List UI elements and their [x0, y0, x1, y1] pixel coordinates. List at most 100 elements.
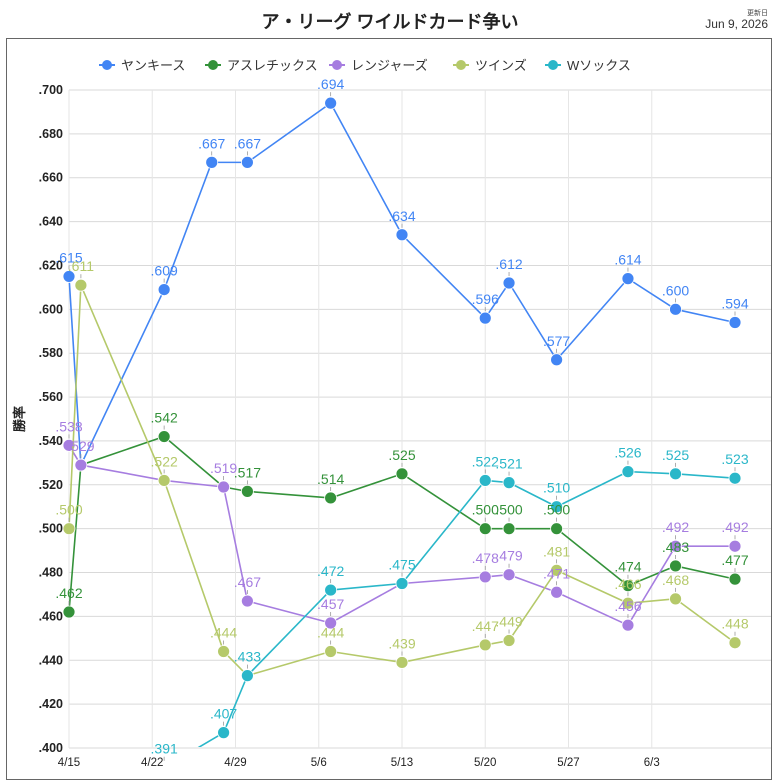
data-point [502, 568, 516, 582]
data-point [621, 465, 635, 479]
series-line [197, 470, 736, 747]
data-label: .444 [210, 624, 237, 640]
data-label: .462 [55, 585, 82, 601]
data-point [621, 618, 635, 632]
y-tick-label: .680 [39, 127, 63, 141]
data-label: .694 [317, 76, 344, 92]
data-label: .521 [495, 456, 522, 472]
data-label: .615 [55, 249, 82, 265]
data-label: .523 [721, 451, 748, 467]
data-label: .481 [543, 543, 570, 559]
data-point [669, 467, 682, 481]
y-tick-label: .600 [39, 302, 63, 316]
line-chart: .400 .420 .440 .460 .480 .500 .520 .540 .560 .580… [12, 58, 771, 769]
data-point [728, 636, 742, 650]
data-point [669, 539, 682, 553]
data-label: .472 [317, 563, 344, 579]
data-label: .517 [234, 464, 261, 480]
data-label: .634 [388, 208, 415, 224]
y-tick-label: .440 [39, 653, 63, 667]
legend-marker [332, 60, 342, 70]
legend-label: Wソックス [567, 58, 631, 73]
data-point [157, 430, 171, 443]
data-label: .525 [388, 447, 415, 463]
data-point [478, 570, 492, 584]
legend: ヤンキース アスレチックス レンジャーズ ツインズ Wソックス [99, 58, 631, 73]
chart-title: ア・リーグ ワイルドカード争い [261, 12, 519, 32]
legend-label: ヤンキース [121, 58, 185, 73]
data-point [240, 155, 254, 169]
data-label: .500 [55, 502, 82, 518]
data-point [217, 726, 231, 740]
axis-layer: .400 .420 .440 .460 .480 .500 .520 .540 .560 .580… [12, 83, 660, 769]
legend-label: レンジャーズ [351, 58, 428, 73]
data-point [62, 270, 76, 283]
data-label: .466 [614, 576, 641, 592]
grid-layer [68, 89, 771, 749]
data-point [621, 596, 635, 610]
data-point [62, 605, 76, 619]
data-point [728, 539, 742, 553]
data-label: .514 [317, 471, 344, 487]
updated-label: 更新日 [747, 10, 768, 17]
y-tick-label: .560 [39, 390, 63, 404]
data-label: .510 [543, 480, 570, 496]
x-tick-label: 4/15 [58, 757, 80, 769]
data-point [728, 572, 742, 586]
data-label-layer: .615 .609 .667 .667 .694 .634 .596 .612 .577 .614… [55, 76, 749, 761]
y-tick-label: .660 [39, 171, 63, 185]
data-label: .444 [317, 624, 344, 640]
data-point [62, 522, 76, 536]
y-tick-label: .640 [39, 215, 63, 229]
data-point [502, 276, 516, 290]
x-tick-label: 5/20 [474, 757, 496, 769]
data-point [74, 278, 88, 292]
data-label: .519 [210, 460, 237, 476]
legend-marker [456, 60, 466, 70]
data-point [669, 302, 682, 316]
data-label: .468 [662, 572, 689, 588]
data-label: .449 [495, 614, 522, 630]
updated-date: Jun 9, 2026 [705, 17, 768, 31]
data-label: .456 [614, 598, 641, 614]
data-point [324, 583, 338, 597]
data-point [157, 474, 171, 487]
data-label: .447 [472, 618, 499, 634]
data-label: .433 [234, 649, 261, 665]
data-point [62, 438, 76, 452]
data-point [621, 272, 635, 286]
y-tick-label: .700 [39, 83, 63, 97]
data-point [478, 638, 492, 652]
legend-label: アスレチックス [227, 58, 318, 73]
data-label: .492 [662, 519, 689, 535]
data-label: .612 [495, 256, 522, 272]
data-label: .522 [151, 453, 178, 469]
y-tick-label: .580 [39, 346, 63, 360]
data-point [324, 491, 338, 505]
data-point [728, 316, 742, 329]
x-tick-label: 5/13 [391, 757, 413, 769]
data-point [550, 353, 564, 367]
data-label: .500 [495, 502, 522, 518]
y-tick-label: .620 [39, 258, 63, 272]
data-label: .492 [721, 519, 748, 535]
data-point [240, 669, 254, 683]
y-tick-label: .420 [39, 697, 63, 711]
data-label: .529 [67, 438, 94, 454]
y-tick-label: .460 [39, 609, 63, 623]
series-layer [62, 96, 742, 747]
data-label: .391 [151, 741, 178, 757]
x-tick-label: 4/29 [224, 757, 246, 769]
data-point [395, 228, 409, 242]
data-point [502, 476, 516, 490]
y-tick-label: .520 [39, 478, 63, 492]
data-point [550, 585, 564, 599]
data-label: .439 [388, 635, 415, 651]
y-tick-label: .480 [39, 566, 63, 580]
data-label: .542 [151, 410, 178, 426]
data-point [478, 311, 492, 325]
data-label: .609 [151, 263, 178, 279]
data-point [324, 645, 338, 658]
data-label: .522 [472, 453, 499, 469]
data-label: .474 [614, 559, 641, 575]
